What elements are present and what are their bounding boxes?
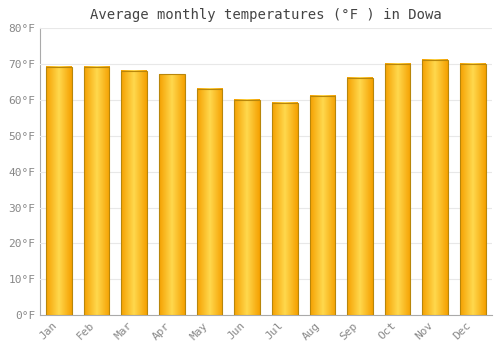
Bar	[460, 64, 485, 315]
Bar	[347, 78, 373, 315]
Bar	[310, 96, 335, 315]
Bar	[159, 75, 184, 315]
Bar	[122, 71, 147, 315]
Bar	[196, 89, 222, 315]
Bar	[84, 67, 110, 315]
Bar	[422, 60, 448, 315]
Title: Average monthly temperatures (°F ) in Dowa: Average monthly temperatures (°F ) in Do…	[90, 8, 442, 22]
Bar	[385, 64, 410, 315]
Bar	[234, 100, 260, 315]
Bar	[46, 67, 72, 315]
Bar	[272, 103, 297, 315]
